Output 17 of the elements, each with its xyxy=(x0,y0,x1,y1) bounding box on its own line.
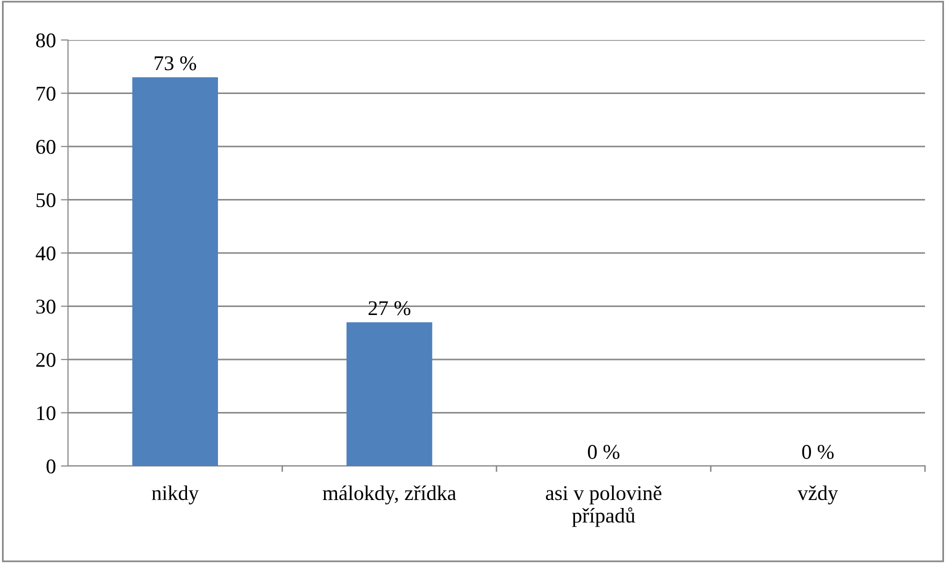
y-tick-label: 60 xyxy=(36,140,56,154)
data-label: 0 % xyxy=(588,444,620,460)
x-tick-label: nikdy xyxy=(152,485,199,504)
data-label: 27 % xyxy=(368,301,410,316)
y-tick-label: 0 xyxy=(46,459,56,474)
y-tick-label: 40 xyxy=(36,246,56,260)
data-label: 73 % xyxy=(154,56,196,70)
x-tick-label: asi v polovině případů xyxy=(546,485,662,527)
y-tick-label: 70 xyxy=(36,86,56,101)
x-tick-label: vždy xyxy=(798,485,838,504)
y-tick-label: 80 xyxy=(36,33,56,48)
data-label: 0 % xyxy=(802,444,834,460)
y-tick-label: 50 xyxy=(36,193,56,208)
y-tick-label: 20 xyxy=(36,352,56,367)
y-tick-label: 10 xyxy=(37,406,56,420)
y-tick-label: 30 xyxy=(36,300,56,314)
x-tick-label: málokdy, zřídka xyxy=(322,485,456,504)
